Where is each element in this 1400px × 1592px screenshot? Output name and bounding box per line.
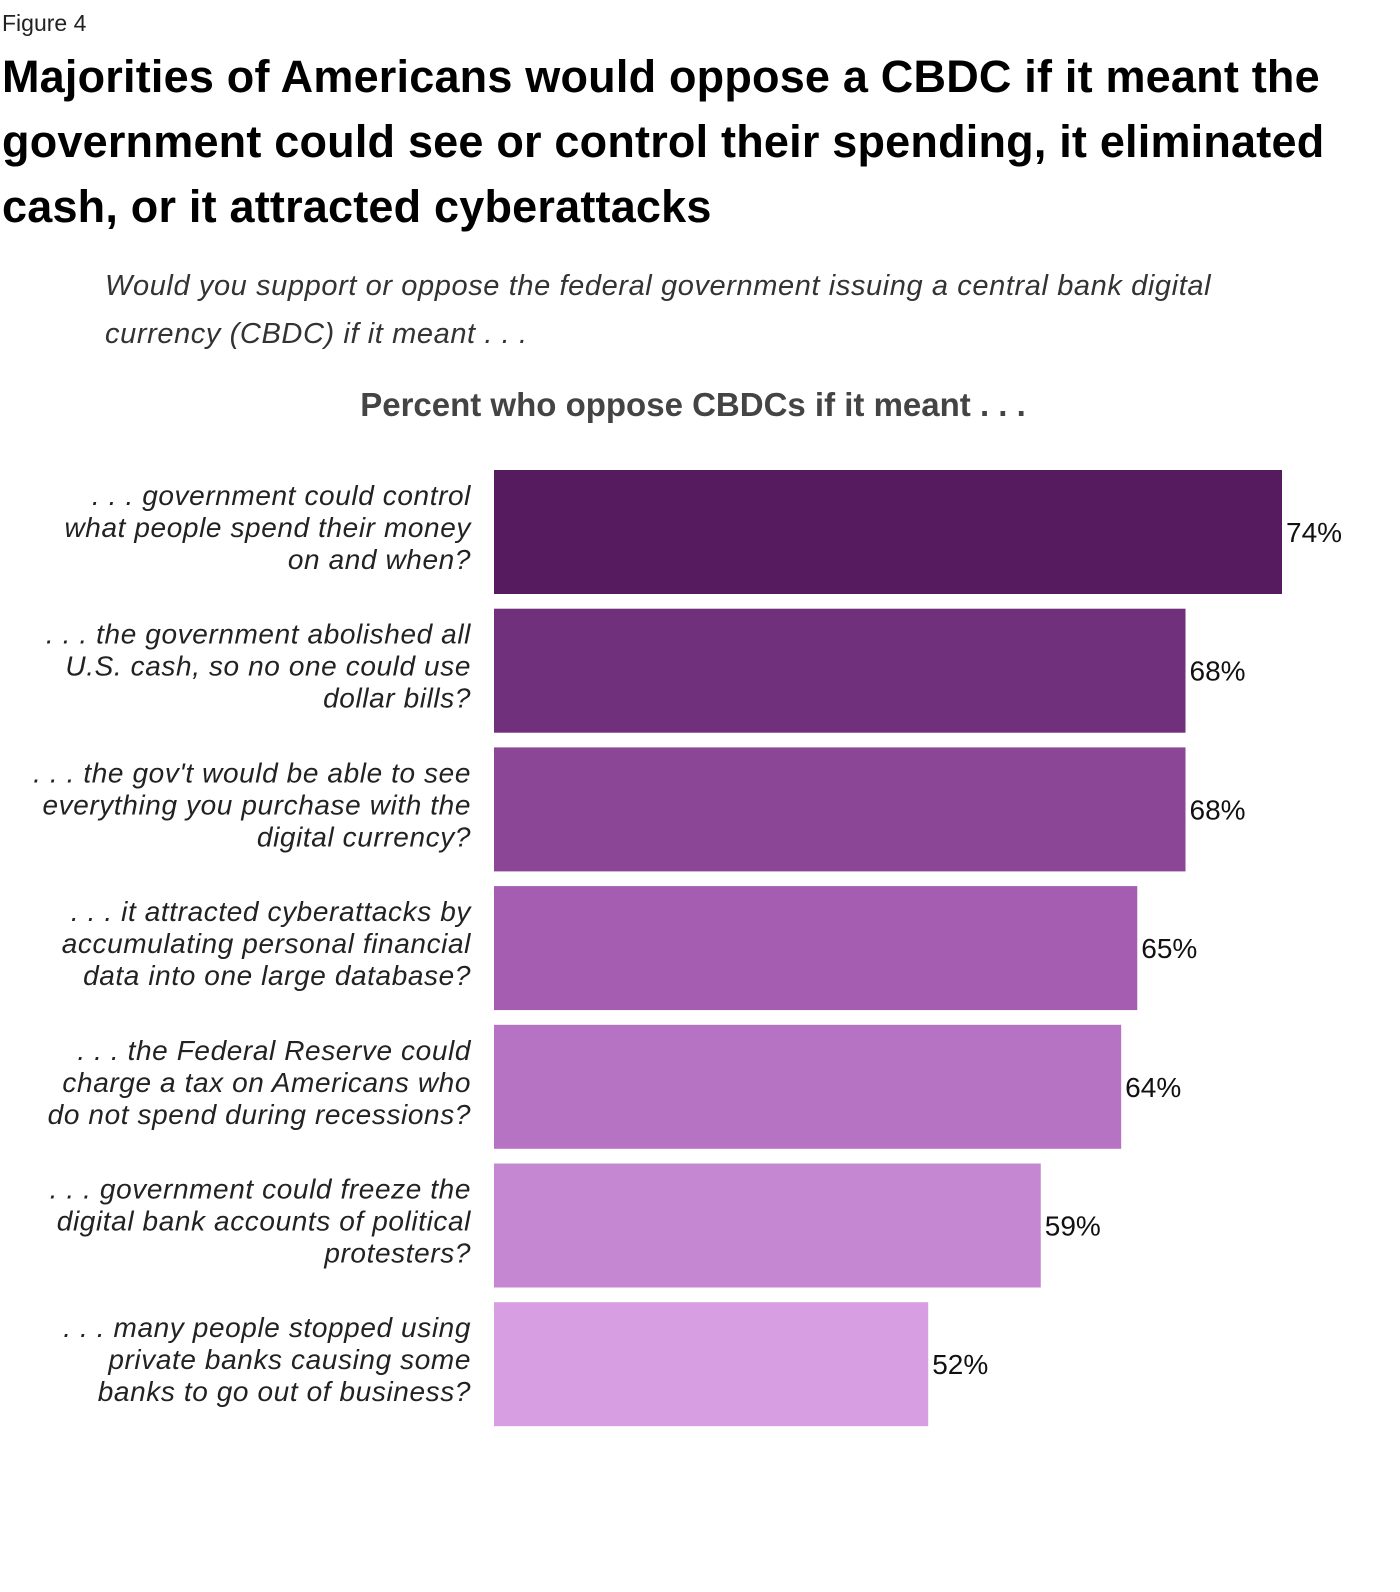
category-label: . . . it attracted cyberattacks by accumu…: [62, 896, 473, 991]
category-label-line: protesters?: [323, 1238, 471, 1269]
bar: [494, 1302, 929, 1427]
chart-header: Percent who oppose CBDCs if it meant . .…: [360, 386, 1026, 423]
bar: [494, 1163, 1041, 1288]
bar: [494, 608, 1186, 733]
category-label-line: . . . government could control: [92, 480, 471, 511]
category-label-line: . . . many people stopped using: [63, 1312, 471, 1343]
figure-label: Figure 4: [2, 10, 87, 36]
category-label-line: on and when?: [288, 544, 471, 575]
category-label-line: what people spend their money: [64, 512, 472, 543]
category-label-line: . . . the Federal Reserve could: [77, 1035, 472, 1066]
category-label-line: . . . it attracted cyberattacks by: [71, 896, 473, 927]
category-label-line: everything you purchase with the: [42, 789, 471, 820]
category-label: . . . government could freeze the digital…: [50, 1174, 472, 1269]
data-label: 64%: [1125, 1072, 1181, 1103]
bar: [494, 886, 1138, 1011]
bar: [494, 747, 1186, 872]
category-label-line: digital currency?: [257, 821, 471, 852]
data-label: 59%: [1045, 1211, 1101, 1242]
category-label-line: dollar bills?: [323, 683, 471, 714]
category-label: . . . the Federal Reserve could charge a …: [48, 1035, 472, 1130]
category-label-line: . . . government could freeze the: [50, 1174, 471, 1205]
chart-title: Majorities of Americans would oppose a C…: [2, 51, 1325, 232]
data-label: 68%: [1190, 656, 1246, 687]
category-label-line: . . . the gov't would be able to see: [33, 757, 471, 788]
category-label: . . . many people stopped using private b…: [63, 1312, 471, 1407]
data-label: 52%: [932, 1349, 988, 1380]
data-label: 68%: [1190, 794, 1246, 825]
category-label-line: . . . the government abolished all: [46, 619, 471, 650]
category-label: . . . government could control what peopl…: [64, 480, 472, 575]
category-label-line: banks to go out of business?: [98, 1376, 471, 1407]
chart-subtitle: Would you support or oppose the federal …: [105, 270, 1212, 350]
category-label-line: do not spend during recessions?: [48, 1099, 471, 1130]
category-label-line: charge a tax on Americans who: [62, 1067, 471, 1098]
category-label-line: digital bank accounts of political: [57, 1206, 471, 1237]
bar: [494, 1024, 1122, 1149]
category-label: . . . the gov't would be able to see ever…: [33, 757, 471, 852]
data-label: 74%: [1286, 517, 1342, 548]
category-label-line: U.S. cash, so no one could use: [65, 651, 471, 682]
category-label: . . . the government abolished all U.S. c…: [46, 619, 471, 714]
bar: [494, 470, 1282, 594]
data-label: 65%: [1141, 933, 1197, 964]
category-label-line: private banks causing some: [107, 1344, 471, 1375]
category-label-line: data into one large database?: [83, 960, 471, 991]
category-label-line: accumulating personal financial: [62, 928, 471, 959]
